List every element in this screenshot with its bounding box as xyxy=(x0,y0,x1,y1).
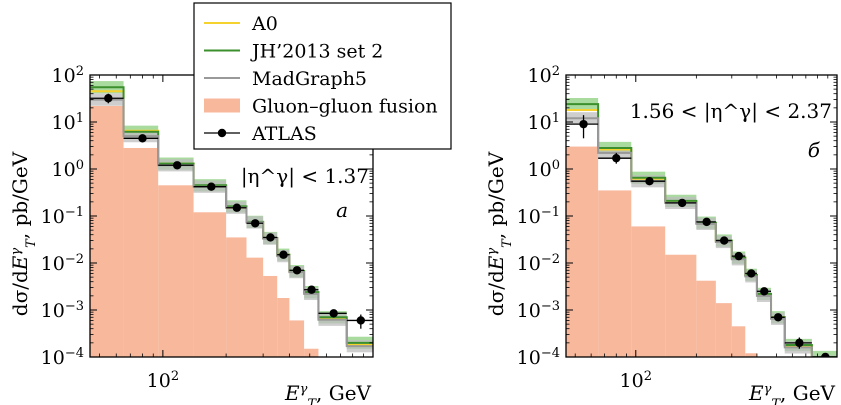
gluon-fusion-bar xyxy=(226,237,247,357)
eta-range-annotation: |η^γ| < 1.37 xyxy=(241,164,369,189)
atlas-point xyxy=(760,287,769,296)
x-axis-label: EγT, GeV xyxy=(284,381,372,405)
plot-area xyxy=(566,98,837,357)
atlas-point xyxy=(138,134,147,143)
atlas-point xyxy=(734,251,743,261)
atlas-point xyxy=(612,153,621,163)
legend-label: JH’2013 set 2 xyxy=(250,41,383,63)
atlas-point xyxy=(702,217,711,227)
legend-key-patch xyxy=(204,98,240,113)
gluon-fusion-bar xyxy=(598,190,632,357)
y-tick-label: 100 xyxy=(52,158,84,182)
gluon-fusion-bar xyxy=(304,348,319,357)
gluon-fusion-bar xyxy=(289,320,305,357)
y-tick-label: 101 xyxy=(52,111,84,135)
atlas-point xyxy=(747,269,756,278)
gluon-fusion-bar xyxy=(696,280,716,357)
legend: A0 JH’2013 set 2 MadGraph5 Gluon–gluon fusi… xyxy=(193,2,452,150)
panel-b: 10−4 10−3 10−2 10−1 100 101 102 102 EγT, GeV dσ/d… xyxy=(484,64,838,405)
atlas-point xyxy=(773,313,783,322)
y-tick-label: 10−2 xyxy=(517,252,560,276)
y-tick-label: 10−3 xyxy=(41,299,84,323)
y-tick-label: 10−3 xyxy=(517,299,560,323)
legend-label: A0 xyxy=(251,13,278,35)
atlas-point xyxy=(207,182,216,191)
legend-label: MadGraph5 xyxy=(252,68,367,90)
atlas-point xyxy=(356,316,366,325)
atlas-point xyxy=(677,198,687,208)
atlas-point xyxy=(172,161,182,170)
gluon-fusion-bar xyxy=(277,298,290,357)
gluon-fusion-bar xyxy=(731,326,746,357)
atlas-point xyxy=(279,250,288,259)
atlas-point xyxy=(579,119,588,129)
y-tick-label: 10−4 xyxy=(517,346,560,370)
panel-label: б xyxy=(808,138,821,162)
legend-label: Gluon–gluon fusion xyxy=(252,96,438,118)
atlas-point xyxy=(307,285,316,294)
y-axis-label: dσ/dEγT, pb/GeV xyxy=(8,151,39,316)
atlas-point xyxy=(795,338,804,348)
y-tick-label: 10−1 xyxy=(517,205,560,229)
x-tick-label: 102 xyxy=(620,369,652,393)
y-axis-label: dσ/dEγT, pb/GeV xyxy=(484,151,515,316)
panel-label: a xyxy=(336,198,348,222)
x-axis-label: EγT, GeV xyxy=(748,381,836,405)
atlas-point xyxy=(232,203,242,212)
gluon-fusion-bar xyxy=(193,212,227,357)
plot-area xyxy=(90,81,373,357)
gluon-fusion-bar xyxy=(715,303,732,357)
gluon-fusion-bar xyxy=(158,185,194,357)
panel-a: 10−4 10−3 10−2 10−1 100 101 102 102 EγT, GeV dσ/d… xyxy=(8,64,374,405)
gluon-fusion-bar xyxy=(745,353,757,357)
atlas-point xyxy=(329,309,338,318)
madgraph-line xyxy=(566,117,813,357)
legend-label: ATLAS xyxy=(251,123,317,145)
gluon-fusion-bar xyxy=(90,105,124,357)
atlas-point xyxy=(104,94,113,103)
y-tick-label: 10−2 xyxy=(41,252,84,276)
atlas-point xyxy=(292,266,302,275)
y-tick-label: 100 xyxy=(528,158,560,182)
y-tick-label: 10−1 xyxy=(41,205,84,229)
y-tick-label: 10−4 xyxy=(41,346,84,370)
gluon-fusion-bar xyxy=(665,254,697,357)
gluon-fusion-bar xyxy=(263,275,278,357)
atlas-point xyxy=(645,177,654,186)
x-tick-label: 102 xyxy=(147,369,179,393)
gluon-fusion-bar xyxy=(631,226,666,357)
atlas-point xyxy=(719,236,729,245)
y-tick-label: 102 xyxy=(52,64,84,88)
y-tick-label: 101 xyxy=(528,111,560,135)
atlas-point xyxy=(250,219,260,228)
legend-key-marker xyxy=(217,128,227,138)
gluon-fusion-bar xyxy=(123,147,159,357)
atlas-point xyxy=(266,233,275,242)
gluon-fusion-bar xyxy=(246,257,264,357)
gluon-fusion-bar xyxy=(566,146,599,357)
eta-range-annotation: 1.56 < |η^γ| < 2.37 xyxy=(630,99,832,124)
legend-box xyxy=(193,2,452,150)
y-tick-label: 102 xyxy=(528,64,560,88)
madgraph-line xyxy=(90,98,373,348)
